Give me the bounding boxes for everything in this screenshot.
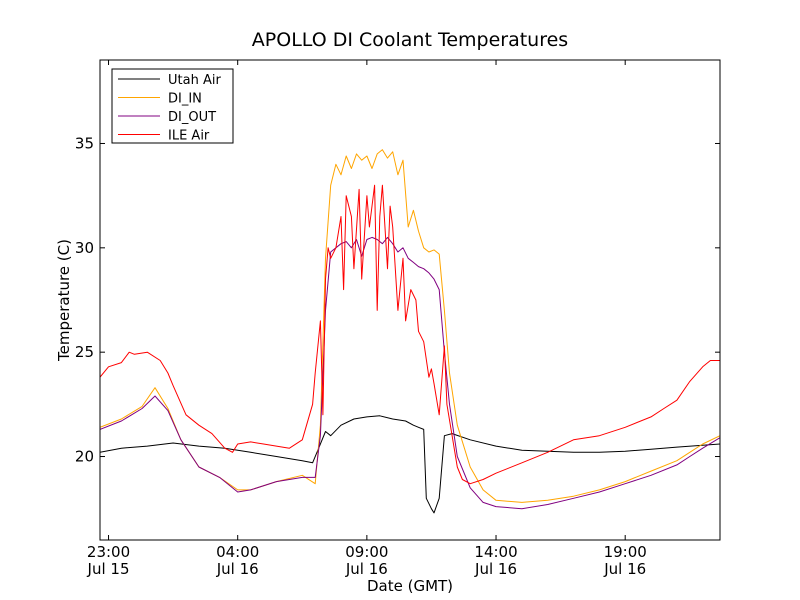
x-tick-label-date: Jul 16: [216, 560, 259, 578]
y-tick-label: 25: [75, 343, 94, 361]
legend-label-di-out: DI_OUT: [168, 110, 216, 125]
x-tick-label-time: 09:00: [345, 543, 388, 561]
series-layer: [100, 149, 720, 514]
series-line-di-in: [100, 149, 720, 503]
x-tick-label-time: 04:00: [216, 543, 259, 561]
legend-label-ile-air: ILE Air: [168, 129, 210, 144]
y-tick-label: 20: [75, 448, 94, 466]
y-tick-label: 35: [75, 134, 94, 152]
x-tick-label-date: Jul 16: [603, 560, 646, 578]
x-tick-label-time: 19:00: [604, 543, 647, 561]
legend-label-utah-air: Utah Air: [168, 73, 221, 88]
series-line-ile-air: [100, 184, 720, 485]
x-tick-label-date: Jul 15: [87, 560, 130, 578]
legend-label-di-in: DI_IN: [168, 92, 202, 107]
chart-title: APOLLO DI Coolant Temperatures: [252, 29, 568, 51]
y-axis-label: Temperature (C): [55, 239, 73, 362]
plot-frame: [99, 59, 721, 541]
x-tick-label-date: Jul 16: [345, 560, 388, 578]
legend: Utah Air DI_IN DI_OUT ILE Air: [111, 68, 234, 144]
x-tick-label-date: Jul 16: [474, 560, 517, 578]
x-tick-label-time: 14:00: [474, 543, 517, 561]
series-line-di-out: [100, 236, 720, 510]
x-axis-label: Date (GMT): [367, 577, 453, 595]
legend-frame: [111, 68, 234, 144]
x-tick-label-time: 23:00: [87, 543, 130, 561]
y-tick-label: 30: [75, 239, 94, 257]
series-line-utah-air: [100, 415, 720, 514]
